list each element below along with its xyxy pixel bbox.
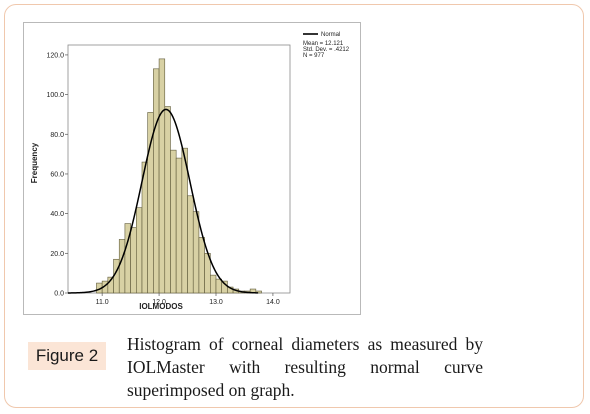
histogram-bar [118,239,126,294]
legend-n: N = 977 [303,53,325,59]
histogram-bar [187,195,194,294]
y-axis-title: Frequency [30,142,39,183]
legend-mean: Mean = 12.121 [303,41,344,47]
x-tick-label: 12.0 [152,299,166,306]
figure-frame: 0.0 20.0 40.0 60.0 80.0 100.0 120.0 11.0 12.0 13.… [4,4,584,408]
figure-caption: Histogram of corneal diameters as measur… [127,334,483,400]
histogram-bar [198,237,205,294]
histogram-bar [215,278,222,294]
histogram-chart: 0.0 20.0 40.0 60.0 80.0 100.0 120.0 11.0 12.0 13.… [30,32,350,311]
histogram-bar [158,58,166,294]
histogram-bars [96,58,262,294]
y-tick-label: 0.0 [54,291,64,298]
y-tick-label: 60.0 [50,171,64,178]
legend-std-dev: Std. Dev. = .4212 [303,47,350,53]
histogram-bar [255,290,262,294]
y-tick-label: 120.0 [46,52,64,59]
y-tick-label: 20.0 [50,251,64,258]
x-tick-label: 11.0 [96,299,109,306]
histogram-bar [175,157,183,294]
chart-panel: 0.0 20.0 40.0 60.0 80.0 100.0 120.0 11.0 12.0 13.… [23,22,361,315]
histogram-bar [147,112,154,294]
normal-curve-layer [67,108,259,294]
legend-normal-label: Normal [321,32,340,38]
tick-labels: 0.0 20.0 40.0 60.0 80.0 100.0 120.0 11.0 12.0 13.… [46,52,279,306]
histogram-bar [164,106,171,294]
histogram-bar [141,161,148,294]
y-tick-label: 80.0 [50,132,64,139]
x-axis-title: IOLMODOS [139,302,183,311]
x-tick-label: 13.0 [209,299,223,306]
y-tick-label: 100.0 [46,92,64,99]
histogram-bar [170,149,177,294]
histogram-bar [130,227,137,294]
figure-label-badge: Figure 2 [28,342,106,370]
histogram-bar [153,68,160,294]
y-tick-label: 40.0 [50,211,64,218]
histogram-bar [136,207,143,294]
normal-curve [67,108,259,294]
legend: Normal Mean = 12.121 Std. Dev. = .4212 N… [303,32,350,59]
histogram-bar [210,274,217,294]
histogram-bar [192,211,200,294]
x-tick-label: 14.0 [266,299,280,306]
